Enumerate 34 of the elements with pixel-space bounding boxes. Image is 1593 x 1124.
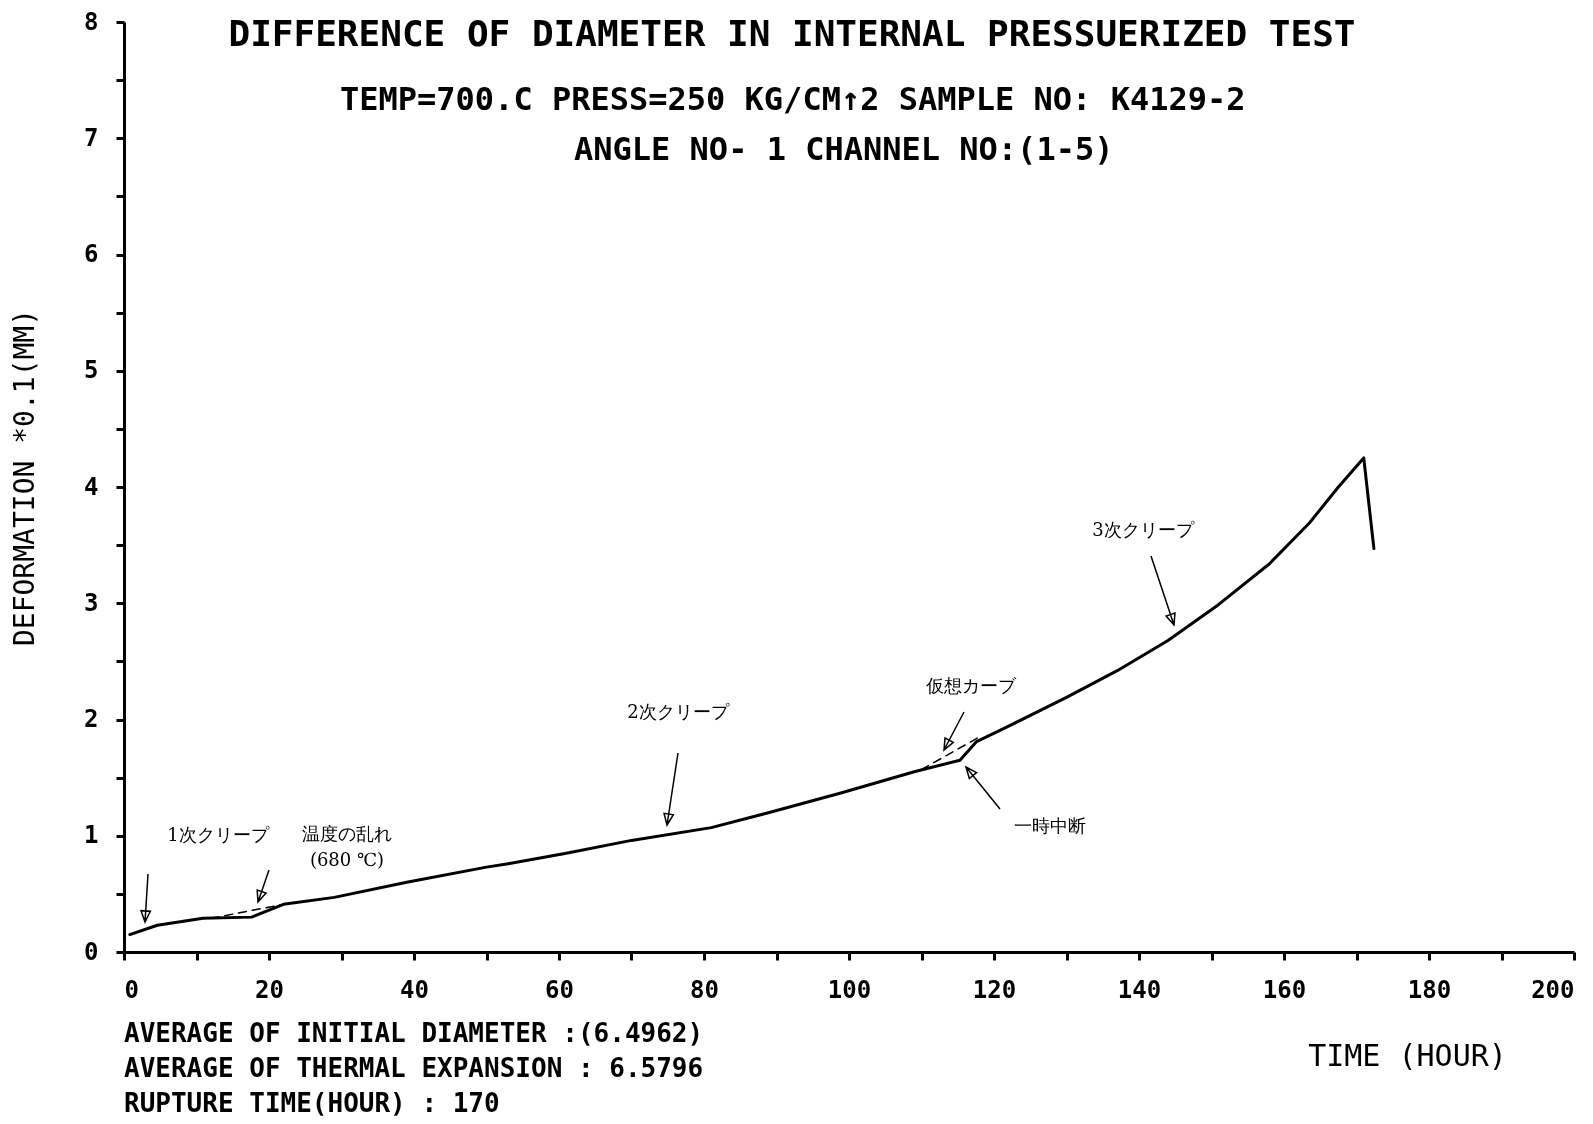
annotation: 1次クリープ <box>167 824 270 845</box>
x-tick-label: 40 <box>400 975 429 1004</box>
y-axis-title: DEFORMATION *0.1(MM) <box>7 308 41 647</box>
x-tick-label: 120 <box>972 975 1017 1004</box>
x-tick-label: 60 <box>545 975 574 1004</box>
x-tick-label: 80 <box>690 975 719 1004</box>
annotation: 温度の乱れ (680 ℃) <box>302 823 392 870</box>
y-tick-label: 8 <box>84 7 99 36</box>
x-axis-title: TIME (HOUR) <box>1308 1037 1507 1073</box>
x-tick-label: 160 <box>1262 975 1307 1004</box>
x-tick-label: 180 <box>1407 975 1452 1004</box>
y-tick-label: 0 <box>84 937 99 966</box>
x-tick-label: 100 <box>827 975 872 1004</box>
annotation: 一時中断 <box>1014 815 1086 836</box>
annotation: 2次クリープ <box>627 701 730 722</box>
y-tick-label: 2 <box>84 705 99 733</box>
x-tick-label: 140 <box>1117 975 1162 1004</box>
x-tick-label: 200 <box>1531 975 1575 1004</box>
x-tick-label: 20 <box>255 975 284 1004</box>
y-tick-label: 4 <box>84 472 99 501</box>
y-tick-label: 1 <box>84 821 99 850</box>
y-tick-label: 5 <box>84 356 99 385</box>
text: AVERAGE OF THERMAL EXPANSION : 6.5796 <box>124 1053 704 1083</box>
line-series <box>128 456 1376 937</box>
text: TEMP=700.C PRESS=250 KG/CM↑2 SAMPLE NO: K4129-2 ANGLE NO- 1 CHANNEL NO:(1-5) <box>340 80 1246 168</box>
y-tick-label: 6 <box>84 240 99 268</box>
text: RUPTURE TIME(HOUR) : 170 <box>124 1088 500 1118</box>
text: AVERAGE OF INITIAL DIAMETER :(6.4962) <box>124 1018 704 1048</box>
annotation: 仮想カーブ <box>925 675 1017 696</box>
annotation: 3次クリープ <box>1092 519 1195 540</box>
y-tick-label: 3 <box>84 588 99 617</box>
x-tick-label: 0 <box>124 975 139 1004</box>
y-tick-label: 7 <box>84 123 99 152</box>
chart-title: DIFFERENCE OF DIAMETER IN INTERNAL PRESSUERIZED TEST <box>228 13 1356 54</box>
